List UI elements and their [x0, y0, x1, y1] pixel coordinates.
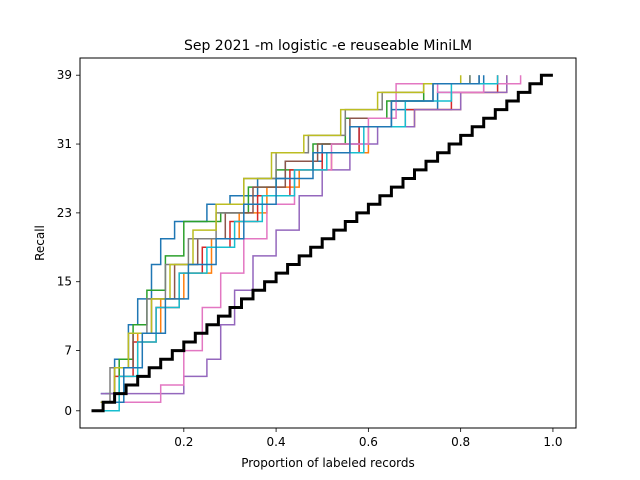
series-line-5: [100, 75, 508, 395]
series-layer: [91, 73, 553, 413]
y-tick-label: 23: [57, 206, 72, 220]
x-tick-label: 0.2: [174, 435, 193, 449]
x-tick-label: 1.0: [543, 435, 562, 449]
x-axis: 0.2 0.4 0.6 0.8 1.0: [174, 428, 562, 449]
y-tick-label: 0: [64, 404, 72, 418]
x-tick-label: 0.4: [267, 435, 286, 449]
series-line-7: [100, 75, 522, 403]
chart-title: Sep 2021 -m logistic -e reuseable MiniLM: [184, 38, 472, 54]
y-tick-label: 15: [57, 275, 72, 289]
plot-frame: [79, 57, 577, 429]
y-tick-label: 7: [64, 344, 72, 358]
y-tick-label: 31: [57, 137, 72, 151]
y-axis: 0 7 15 23 31 39: [57, 68, 80, 418]
series-line-12: [91, 73, 553, 413]
y-tick-label: 39: [57, 68, 72, 82]
x-axis-label: Proportion of labeled records: [241, 456, 415, 470]
y-axis-label: Recall: [33, 225, 47, 261]
x-tick-label: 0.6: [359, 435, 378, 449]
series-line-10: [100, 75, 499, 412]
x-tick-label: 0.8: [451, 435, 470, 449]
series-line-11: [105, 75, 480, 403]
